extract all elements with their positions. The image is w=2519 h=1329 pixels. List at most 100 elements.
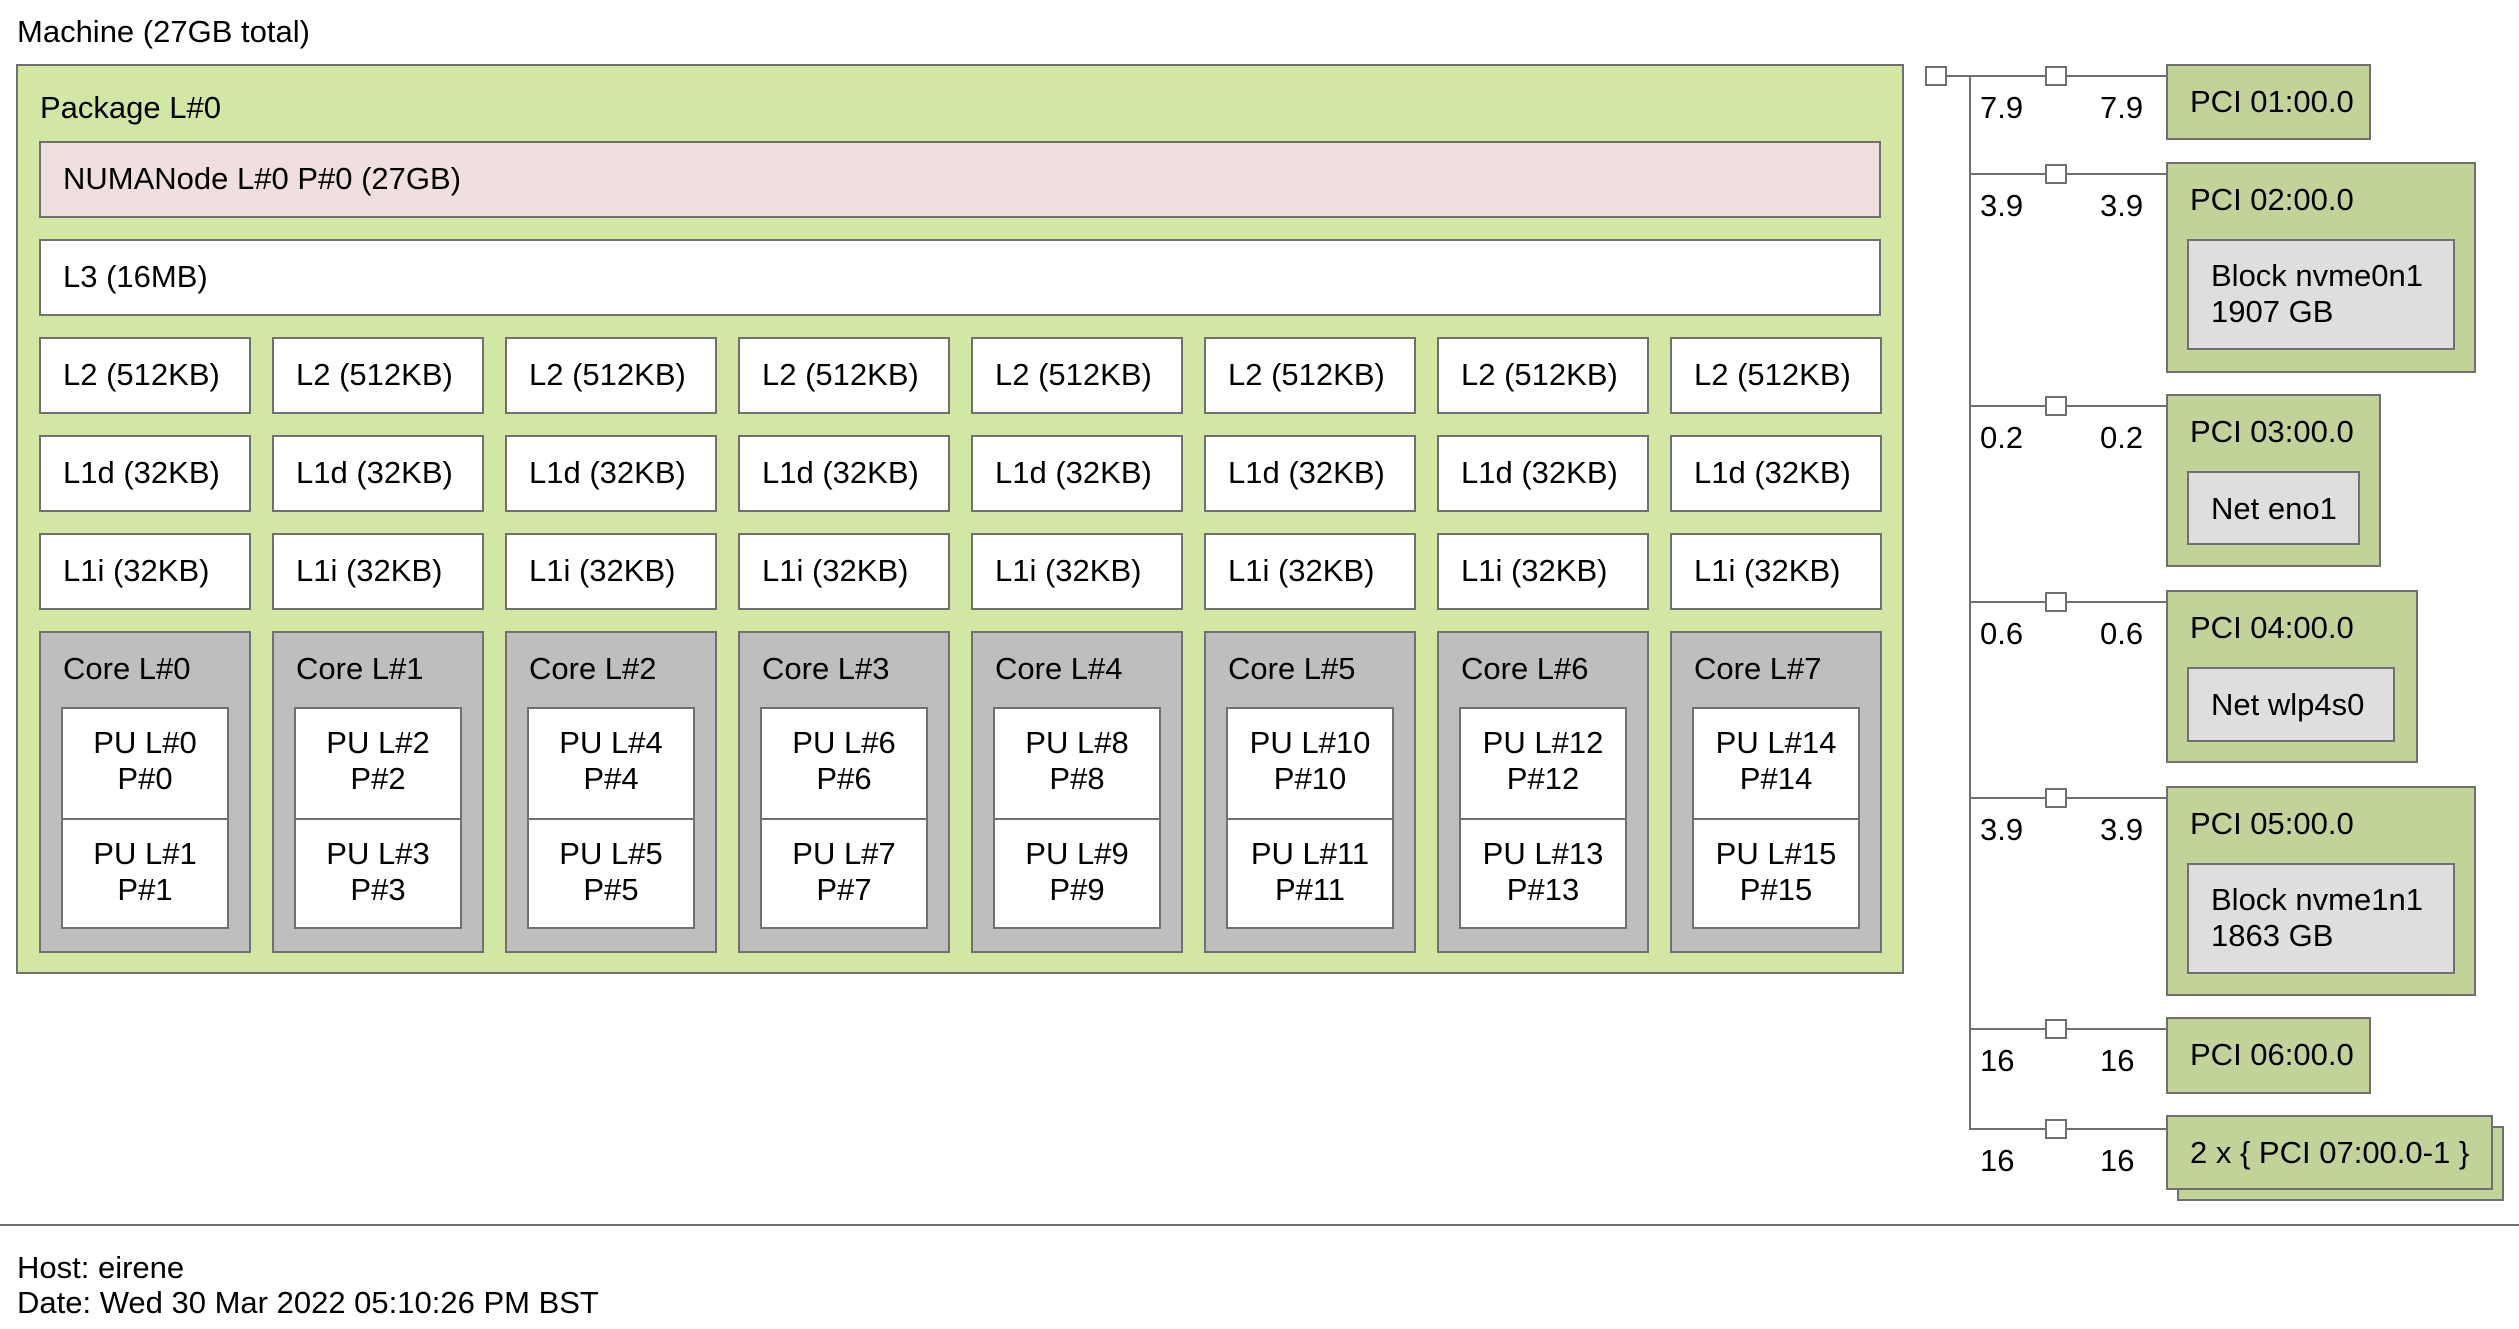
l1d-cache-box[interactable]: L1d (32KB) [1204,435,1416,512]
pu-label: PU L#4 [559,725,663,760]
l1d-cache-label: L1d (32KB) [1228,455,1385,490]
pci-bridge-icon [2045,1019,2067,1039]
l2-cache-box[interactable]: L2 (512KB) [1204,337,1416,414]
pci-device-box[interactable]: 2 x { PCI 07:00.0-1 } [2166,1115,2493,1190]
l1d-cache-box[interactable]: L1d (32KB) [1670,435,1882,512]
l1d-cache-box[interactable]: L1d (32KB) [272,435,484,512]
link-speed-downstream: 7.9 [2100,90,2144,125]
l1i-cache-label: L1i (32KB) [762,553,909,588]
pu-os-index: P#3 [350,872,406,907]
pu-box[interactable]: PU L#5 P#5 [527,818,695,929]
pci-device-box[interactable]: PCI 03:00.0 Net eno1 [2166,394,2381,567]
l1i-cache-box[interactable]: L1i (32KB) [1670,533,1882,610]
pci-device-box[interactable]: PCI 04:00.0 Net wlp4s0 [2166,590,2418,763]
l1d-cache-box[interactable]: L1d (32KB) [971,435,1183,512]
l2-cache-box[interactable]: L2 (512KB) [272,337,484,414]
core-label: Core L#6 [1461,651,1589,686]
l1i-cache-label: L1i (32KB) [1694,553,1841,588]
l1i-cache-box[interactable]: L1i (32KB) [272,533,484,610]
pu-box[interactable]: PU L#15 P#15 [1692,818,1860,929]
l1d-cache-label: L1d (32KB) [529,455,686,490]
core-label: Core L#2 [529,651,657,686]
pu-box[interactable]: PU L#7 P#7 [760,818,928,929]
pci-device-box[interactable]: PCI 06:00.0 [2166,1017,2371,1094]
l2-cache-box[interactable]: L2 (512KB) [39,337,251,414]
pci-device-box[interactable]: PCI 01:00.0 [2166,64,2371,140]
core-box[interactable]: Core L#4 PU L#8 P#8 PU L#9 P#9 [971,631,1183,953]
pci-device-box[interactable]: PCI 02:00.0 Block nvme0n1 1907 GB [2166,162,2476,373]
pci-bridge-icon [2045,396,2067,416]
l1i-cache-box[interactable]: L1i (32KB) [39,533,251,610]
core-box[interactable]: Core L#1 PU L#2 P#2 PU L#3 P#3 [272,631,484,953]
os-device-label: Block nvme1n1 [2211,882,2423,917]
pu-os-index: P#4 [583,761,639,796]
l1i-cache-box[interactable]: L1i (32KB) [1204,533,1416,610]
l1i-cache-box[interactable]: L1i (32KB) [505,533,717,610]
pu-box[interactable]: PU L#14 P#14 [1692,707,1860,820]
pci-device-label: PCI 02:00.0 [2190,182,2354,217]
pci-device-box[interactable]: PCI 05:00.0 Block nvme1n1 1863 GB [2166,786,2476,996]
link-speed-upstream: 16 [1980,1043,2015,1078]
pu-box[interactable]: PU L#13 P#13 [1459,818,1627,929]
l2-cache-box[interactable]: L2 (512KB) [738,337,950,414]
l2-cache-box[interactable]: L2 (512KB) [505,337,717,414]
os-device-box[interactable]: Net eno1 [2187,471,2360,545]
core-box[interactable]: Core L#3 PU L#6 P#6 PU L#7 P#7 [738,631,950,953]
os-device-label: 1863 GB [2211,918,2334,953]
l2-cache-label: L2 (512KB) [1228,357,1385,392]
pci-device-label: 2 x { PCI 07:00.0-1 } [2190,1135,2470,1170]
pci-link-line [1970,1028,2166,1030]
pu-os-index: P#12 [1506,761,1580,796]
l2-cache-box[interactable]: L2 (512KB) [1670,337,1882,414]
link-speed-downstream: 16 [2100,1143,2135,1178]
link-speed-upstream: 7.9 [1980,90,2024,125]
l2-cache-box[interactable]: L2 (512KB) [1437,337,1649,414]
pu-box[interactable]: PU L#4 P#4 [527,707,695,820]
pu-os-index: P#14 [1739,761,1813,796]
core-box[interactable]: Core L#2 PU L#4 P#4 PU L#5 P#5 [505,631,717,953]
pci-link-line [1970,173,2166,175]
l1d-cache-box[interactable]: L1d (32KB) [505,435,717,512]
pu-box[interactable]: PU L#1 P#1 [61,818,229,929]
l1i-cache-box[interactable]: L1i (32KB) [1437,533,1649,610]
l1i-cache-box[interactable]: L1i (32KB) [738,533,950,610]
l1i-cache-box[interactable]: L1i (32KB) [971,533,1183,610]
pu-box[interactable]: PU L#9 P#9 [993,818,1161,929]
l1d-cache-box[interactable]: L1d (32KB) [39,435,251,512]
core-box[interactable]: Core L#7 PU L#14 P#14 PU L#15 P#15 [1670,631,1882,953]
pu-os-index: P#15 [1739,872,1813,907]
pu-os-index: P#11 [1274,872,1346,907]
host-label: Host: eirene [17,1250,185,1285]
pu-box[interactable]: PU L#6 P#6 [760,707,928,820]
pu-label: PU L#10 [1249,725,1371,760]
pu-box[interactable]: PU L#10 P#10 [1226,707,1394,820]
pu-os-index: P#6 [816,761,872,796]
host-bridge-link [1947,75,1970,77]
package-box[interactable]: Package L#0 NUMANode L#0 P#0 (27GB) L3 (16… [16,64,1904,974]
pu-box[interactable]: PU L#0 P#0 [61,707,229,820]
core-label: Core L#1 [296,651,424,686]
os-device-label: Block nvme0n1 [2211,258,2423,293]
pu-box[interactable]: PU L#3 P#3 [294,818,462,929]
l2-cache-box[interactable]: L2 (512KB) [971,337,1183,414]
pu-label: PU L#13 [1482,836,1604,871]
pu-box[interactable]: PU L#11 P#11 [1226,818,1394,929]
l1d-cache-box[interactable]: L1d (32KB) [1437,435,1649,512]
footer-divider [0,1224,2519,1226]
l3-cache-box[interactable]: L3 (16MB) [39,239,1881,316]
l2-cache-label: L2 (512KB) [529,357,686,392]
os-device-box[interactable]: Block nvme1n1 1863 GB [2187,863,2455,974]
core-box[interactable]: Core L#0 PU L#0 P#0 PU L#1 P#1 [39,631,251,953]
pu-box[interactable]: PU L#2 P#2 [294,707,462,820]
pu-box[interactable]: PU L#12 P#12 [1459,707,1627,820]
os-device-box[interactable]: Block nvme0n1 1907 GB [2187,239,2455,350]
core-box[interactable]: Core L#6 PU L#12 P#12 PU L#13 P#13 [1437,631,1649,953]
pci-bridge-icon [2045,164,2067,184]
core-box[interactable]: Core L#5 PU L#10 P#10 PU L#11 P#11 [1204,631,1416,953]
numa-node-box[interactable]: NUMANode L#0 P#0 (27GB) [39,141,1881,218]
pu-box[interactable]: PU L#8 P#8 [993,707,1161,820]
l1d-cache-box[interactable]: L1d (32KB) [738,435,950,512]
os-device-label: 1907 GB [2211,294,2334,329]
os-device-box[interactable]: Net wlp4s0 [2187,667,2395,742]
l2-cache-label: L2 (512KB) [1461,357,1618,392]
